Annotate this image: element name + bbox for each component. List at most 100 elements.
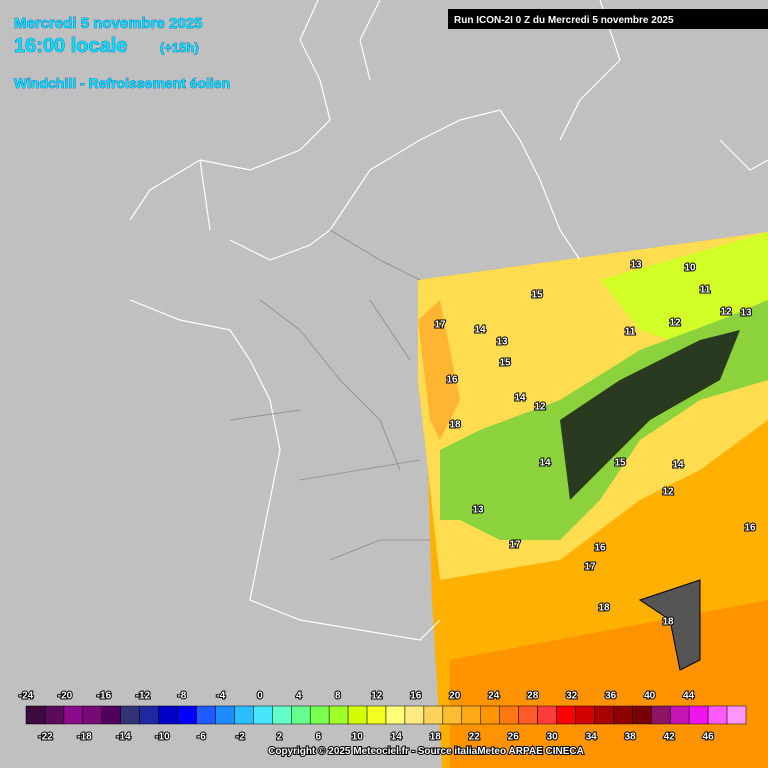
legend-label: 24 [488,691,500,702]
legend-label: -2 [236,732,245,743]
legend-swatch [120,705,140,725]
contour-label: 18 [449,420,461,431]
legend-swatch [594,705,614,725]
legend-swatch [272,705,292,725]
contour-label: 12 [669,318,681,329]
contour-label: 16 [446,375,458,386]
legend-label: 42 [664,732,676,743]
legend-label: 30 [547,732,559,743]
legend-swatch [158,705,178,725]
contour-label: 11 [625,327,636,338]
legend-swatch [196,705,216,725]
legend-swatch [669,705,690,725]
legend-swatch [309,705,330,725]
legend-label: -10 [155,732,170,743]
legend-label: 2 [277,732,283,743]
contour-label: 13 [740,308,752,319]
region-border [229,229,430,561]
contour-label: 11 [700,285,711,296]
legend-swatch [82,705,103,725]
contour-label: 15 [499,358,511,369]
run-info: Run ICON-2I 0 Z du Mercredi 5 novembre 2… [454,15,674,26]
legend-label: 34 [586,732,598,743]
legend-swatch [613,705,633,725]
legend-swatch [461,705,481,725]
legend-swatch [556,705,576,725]
legend-label: -6 [197,732,206,743]
zone-relief [560,330,740,500]
contour-label: 12 [720,307,732,318]
legend-label: 44 [683,691,695,702]
contour-label: 15 [531,290,543,301]
legend-label: 6 [316,732,322,743]
legend-swatch [253,705,273,725]
contour-label: 16 [744,523,756,534]
legend-swatch [423,705,444,725]
legend-swatch [575,705,595,725]
contour-label: 13 [496,337,508,348]
legend-label: -16 [97,691,112,702]
legend-label: 4 [296,691,302,702]
legend-label: 18 [430,732,442,743]
legend-label: -24 [19,691,34,702]
legend-swatch [442,705,463,725]
coastline [129,0,768,641]
legend-swatch [688,705,709,725]
contour-label: 10 [684,263,696,274]
corsica [638,579,701,671]
contour-label: 16 [594,543,606,554]
legend-swatch [385,705,406,725]
legend-swatch [177,705,197,725]
contour-label: 13 [472,505,484,516]
legend-swatch [632,705,652,725]
contour-label: 13 [630,260,642,271]
legend-label: 40 [644,691,656,702]
legend-swatch [291,705,311,725]
legend-swatch [234,705,254,725]
contour-label: 12 [662,487,674,498]
contour-label: 14 [539,458,551,469]
zone-west [418,300,460,440]
legend-label: 38 [625,732,637,743]
legend-swatch [328,705,349,725]
contour-label: 17 [584,562,596,573]
subtitle: Windchill - Refroissement éolien [14,75,230,91]
legend-swatch [25,705,46,725]
legend-label: 22 [469,732,481,743]
contour-label: 12 [534,402,546,413]
legend-label: -8 [177,691,186,702]
legend-swatch [44,705,65,725]
legend-swatch [404,705,425,725]
legend-label: 46 [703,732,715,743]
legend-label: 26 [508,732,520,743]
legend-swatch [215,705,235,725]
contour-label: 17 [509,540,521,551]
contour-label: 14 [474,325,486,336]
contour-label: 14 [514,393,526,404]
legend-swatch [347,705,368,725]
legend-label: 14 [391,732,403,743]
legend-swatch [707,705,728,725]
legend-label: 0 [257,691,263,702]
contour-label: 14 [672,460,684,471]
legend-swatch [480,705,500,725]
legend-swatch [537,705,557,725]
legend: -24 -20 -16 -12 -8 -4 0 4 8 12 16 20 24 28 32 36 40 44-22… [18,690,747,744]
contour-label: 15 [614,458,626,469]
legend-swatch [651,705,671,725]
date: Mercredi 5 novembre 2025 [14,15,202,32]
contour-labels: 13 10 11 15 17 14 13 12 15 16 14 12 13 18 17 14 15 16 17 18… [433,259,757,629]
legend-swatch [518,705,538,725]
legend-label: 12 [371,691,383,702]
legend-swatch [726,705,747,725]
legend-swatch [366,705,387,725]
contour-label: 17 [434,320,446,331]
legend-label: 28 [527,691,539,702]
contour-label: 18 [598,603,610,614]
legend-swatch [63,705,84,725]
legend-label: 8 [335,691,341,702]
legend-swatch [101,705,121,725]
lead-time: (+15h) [160,40,199,55]
legend-label: -14 [116,732,131,743]
